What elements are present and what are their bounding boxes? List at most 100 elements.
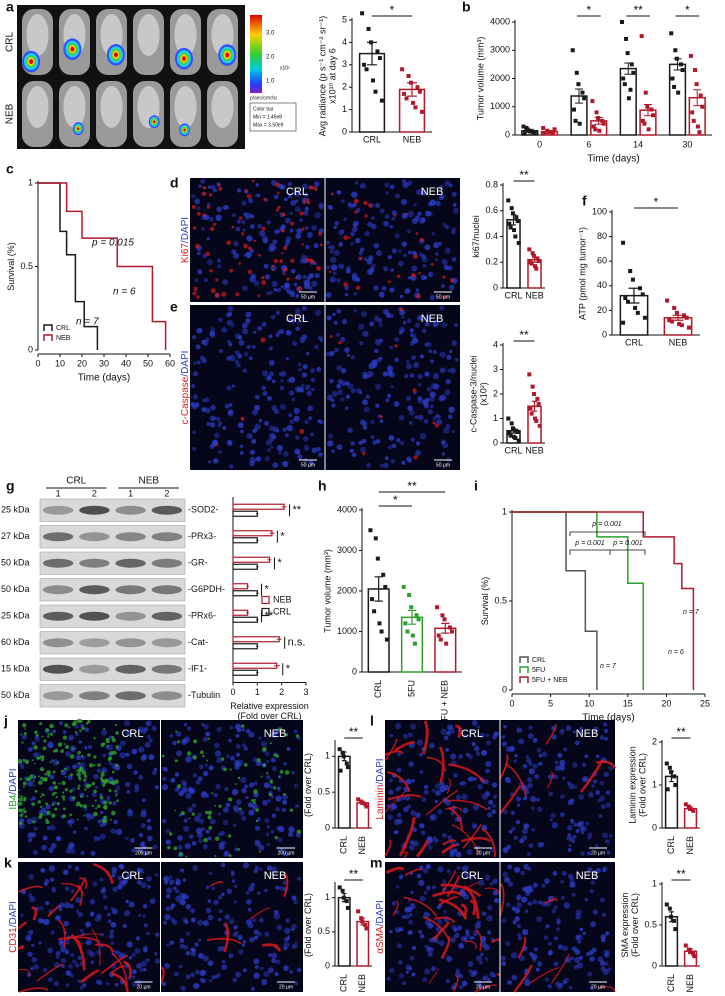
nucleus (334, 220, 340, 226)
stain-signal (260, 337, 266, 343)
nucleus (440, 440, 445, 445)
nucleus (431, 885, 436, 890)
stain-signal (253, 239, 256, 243)
nucleus (238, 340, 245, 346)
y-tick-label: 1 (652, 779, 657, 789)
y-tick-label: 5 (342, 14, 347, 24)
nucleus (314, 212, 321, 219)
x-axis-label: (Fold over CRL) (237, 711, 301, 721)
nucleus (410, 355, 417, 361)
nucleus (182, 878, 187, 882)
stain-signal (100, 772, 105, 777)
nucleus (556, 920, 561, 925)
y-tick-label: 2 (652, 736, 657, 746)
nucleus (245, 795, 249, 800)
nucleus (438, 241, 442, 246)
nucleus (183, 825, 190, 832)
nucleus (493, 897, 500, 904)
legend-swatch (43, 324, 53, 331)
nucleus (269, 872, 273, 876)
data-point (363, 802, 368, 807)
nucleus (232, 932, 238, 938)
nucleus (241, 943, 246, 947)
data-point (649, 107, 654, 112)
stain-signal (17, 885, 43, 893)
scale-label: 50 µm (301, 462, 315, 468)
nucleus (280, 379, 284, 383)
nucleus (382, 266, 389, 272)
nucleus (58, 938, 64, 945)
nucleus (350, 231, 356, 237)
nucleus (318, 202, 324, 208)
x-tick-label: 30 (99, 358, 109, 368)
nucleus (407, 804, 412, 809)
nucleus (80, 928, 84, 933)
nucleus (183, 944, 189, 951)
data-point (635, 310, 640, 315)
nucleus (426, 885, 431, 891)
stain-signal (103, 806, 108, 810)
y-tick-label: 1 (28, 177, 33, 187)
stain-signal (64, 723, 69, 728)
y-tick-label: 0 (325, 822, 330, 832)
nucleus (330, 264, 338, 271)
data-point (597, 128, 602, 133)
nucleus (474, 745, 480, 752)
nucleus (593, 876, 598, 881)
nucleus (210, 422, 216, 428)
nucleus (226, 319, 233, 326)
stain-signal (33, 762, 36, 765)
nucleus (243, 253, 247, 257)
y-tick-label: 0.5 (317, 926, 330, 936)
nucleus (226, 356, 232, 361)
nucleus (519, 838, 524, 844)
annotation: p = 0.001 (591, 521, 621, 528)
nucleus (165, 828, 171, 834)
stain-signal (202, 213, 207, 217)
y-tick-label: 2 (493, 388, 498, 398)
stain-signal (177, 784, 182, 789)
significance-label: ** (676, 867, 686, 881)
stain-signal (24, 728, 26, 730)
stain-signal (328, 270, 332, 274)
nucleus (290, 199, 297, 206)
nucleus (303, 445, 310, 451)
nucleus (175, 878, 181, 884)
nucleus (328, 378, 334, 384)
stain-signal (275, 754, 279, 758)
nucleus (215, 783, 221, 790)
nucleus (424, 342, 429, 347)
nucleus (213, 793, 218, 798)
stain-signal (284, 733, 289, 737)
stain-signal (251, 179, 255, 183)
nucleus (217, 264, 222, 269)
nucleus (49, 824, 56, 831)
nucleus (505, 746, 512, 753)
nucleus (358, 323, 365, 331)
nucleus (375, 383, 382, 390)
error-bar (669, 911, 674, 923)
nucleus (355, 237, 361, 244)
stain-signal (316, 265, 321, 271)
signal-blob (225, 52, 230, 58)
nucleus (521, 834, 528, 841)
error-bar (510, 214, 517, 226)
nucleus (214, 432, 220, 439)
nucleus (270, 731, 277, 738)
data-point (438, 637, 443, 642)
nucleus (276, 444, 283, 452)
data-point (521, 124, 526, 129)
nucleus (592, 779, 598, 784)
data-point (368, 528, 373, 533)
data-point (536, 401, 541, 406)
data-point (683, 943, 688, 948)
stain-signal (22, 781, 27, 786)
stain-signal (290, 221, 295, 226)
nucleus (93, 835, 99, 842)
nucleus (574, 785, 578, 789)
nucleus (343, 217, 347, 221)
data-point (419, 109, 424, 114)
bar (668, 63, 687, 136)
nucleus (115, 828, 123, 836)
nucleus (492, 794, 497, 799)
